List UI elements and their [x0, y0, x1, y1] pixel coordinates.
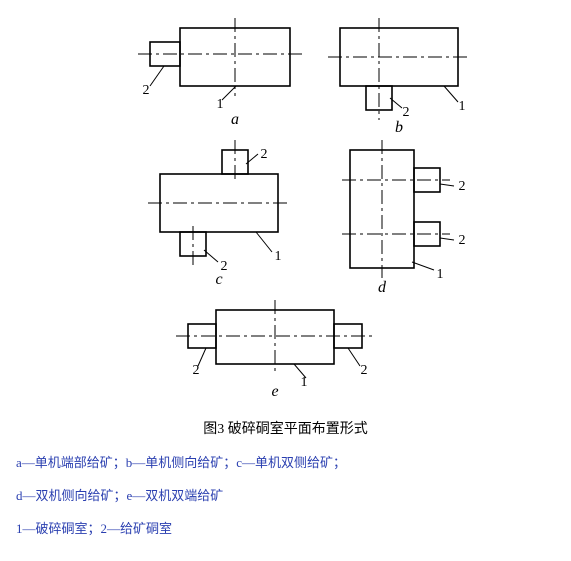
svg-text:2: 2 [459, 233, 466, 248]
svg-text:c: c [215, 271, 222, 288]
svg-text:1: 1 [459, 99, 466, 114]
svg-text:1: 1 [217, 97, 224, 112]
svg-text:2: 2 [403, 105, 410, 120]
svg-text:d: d [378, 279, 387, 296]
svg-text:b: b [395, 119, 403, 136]
layout-diagrams-svg: 12a 12b 122c 122d 122e [10, 10, 561, 410]
svg-text:2: 2 [193, 363, 200, 378]
legend-line-1: a—单机端部给矿；b—单机侧向给矿；c—单机双侧给矿； [10, 452, 561, 471]
svg-text:2: 2 [361, 363, 368, 378]
diagram-b: 1 2b [328, 18, 470, 136]
svg-text:a: a [231, 111, 239, 128]
svg-text:2: 2 [143, 83, 150, 98]
svg-text:1: 1 [437, 267, 444, 282]
figure-caption: 图3 破碎硐室平面布置形式 [10, 418, 561, 438]
figure-area: 12a 12b 122c 122d 122e 图3 破碎硐室平面布置形式 [10, 10, 561, 438]
svg-text:2: 2 [261, 147, 268, 162]
legend-line-3: 1—破碎硐室；2—给矿硐室 [10, 518, 561, 537]
svg-text:1: 1 [275, 249, 282, 264]
diagram-a: 1 2 a [138, 18, 302, 128]
svg-text:e: e [271, 383, 278, 400]
svg-text:2: 2 [459, 179, 466, 194]
legend-line-2: d—双机侧向给矿；e—双机双端给矿 [10, 485, 561, 504]
svg-text:1: 1 [301, 375, 308, 390]
diagram-c: 122c [148, 140, 290, 288]
diagram-e: 1 2 2 e [176, 300, 374, 400]
diagram-d: 1 2 2 d [342, 140, 466, 296]
